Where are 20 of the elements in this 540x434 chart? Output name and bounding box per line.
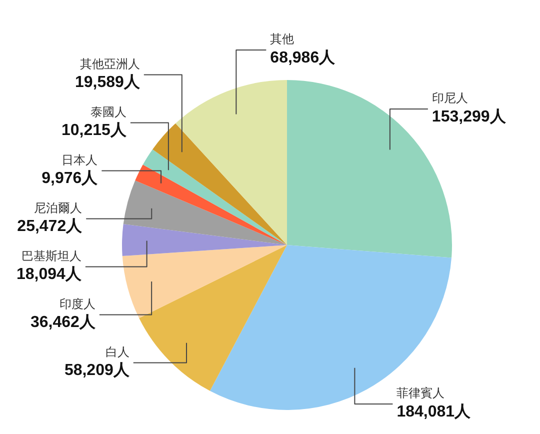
- slice-label: 泰國人: [90, 104, 126, 119]
- data-label: 9,976人: [42, 169, 99, 188]
- data-label: 36,462人: [30, 313, 96, 332]
- data-label: 58,209人: [64, 361, 130, 380]
- slice-label: 巴基斯坦人: [21, 248, 82, 263]
- slice-label: 其他: [270, 32, 294, 46]
- slice-label: 印尼人: [432, 91, 468, 106]
- slice-label: 日本人: [62, 152, 98, 167]
- data-label: 19,589人: [74, 73, 141, 92]
- data-label: 25,472人: [17, 217, 84, 236]
- slice-label: 尼泊爾人: [34, 200, 82, 215]
- slice-label: 其他亞洲人: [80, 56, 140, 71]
- data-label: 18,094人: [16, 265, 82, 284]
- slice-label: 白人: [105, 344, 130, 359]
- slice-label: 印度人: [59, 296, 96, 311]
- data-label: 153,299人: [432, 107, 507, 126]
- data-label: 10,215人: [62, 121, 128, 140]
- data-label: 184,081人: [396, 402, 472, 420]
- data-label: 68,986人: [270, 48, 336, 66]
- slice-label: 菲律賓人: [396, 386, 445, 400]
